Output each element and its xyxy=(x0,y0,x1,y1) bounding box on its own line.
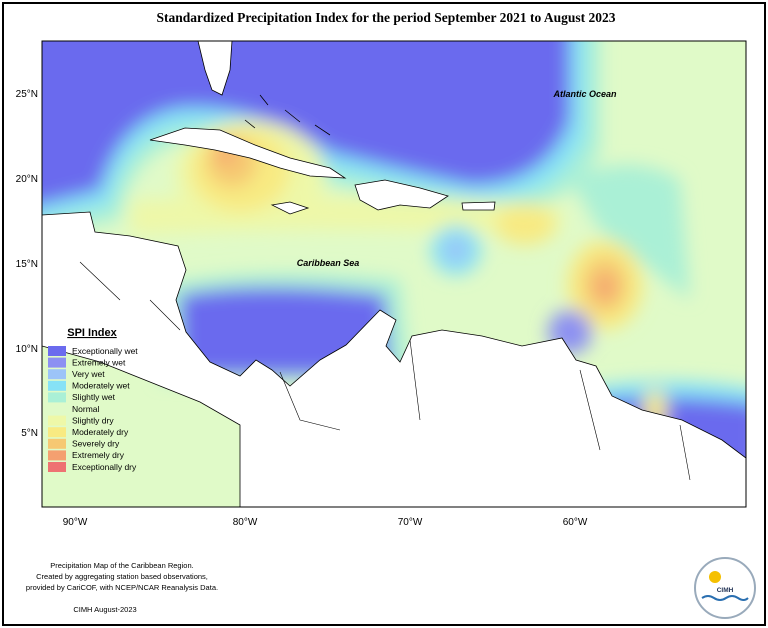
legend-label: Slightly dry xyxy=(72,415,114,425)
legend-swatch xyxy=(48,392,66,403)
mainland xyxy=(42,211,746,507)
place-label: Atlantic Ocean xyxy=(552,89,617,99)
lon-label: 70°W xyxy=(398,517,423,528)
legend-swatch xyxy=(48,404,66,414)
cuba xyxy=(149,127,347,179)
legend-swatch xyxy=(48,369,66,380)
lon-label: 80°W xyxy=(233,517,258,528)
lat-label: 25°N xyxy=(16,89,38,100)
legend-swatch xyxy=(48,380,66,391)
legend-label: Extremely wet xyxy=(72,357,126,367)
legend-swatch xyxy=(48,427,66,438)
logo: CIMH xyxy=(694,557,756,619)
legend-label: Exceptionally dry xyxy=(72,462,137,472)
footer-note: Created by aggregating station based obs… xyxy=(36,572,208,581)
field xyxy=(495,205,555,245)
lon-axis: 90°W 80°W 70°W 60°W xyxy=(63,517,588,528)
footer-credit: CIMH August-2023 xyxy=(73,605,136,614)
field xyxy=(42,41,570,205)
bahamas xyxy=(244,94,331,136)
legend-swatch xyxy=(48,346,66,356)
lon-label: 60°W xyxy=(563,517,588,528)
florida xyxy=(197,41,233,96)
legend-label: Severely dry xyxy=(72,439,120,449)
logo-sun xyxy=(709,571,721,583)
field xyxy=(443,237,469,263)
jamaica xyxy=(270,201,310,215)
lat-axis: 25°N 20°N 15°N 10°N 5°N xyxy=(16,89,38,439)
legend-label: Slightly wet xyxy=(72,392,116,402)
footer-note: Precipitation Map of the Caribbean Regio… xyxy=(50,561,193,570)
legend-label: Moderately dry xyxy=(72,427,129,437)
lat-label: 15°N xyxy=(16,259,38,270)
puerto-rico xyxy=(461,201,496,211)
logo-waves xyxy=(701,595,749,601)
logo-ring xyxy=(694,557,756,619)
lon-label: 90°W xyxy=(63,517,88,528)
legend-label: Very wet xyxy=(72,369,105,379)
borders xyxy=(79,261,691,481)
legend-swatch xyxy=(48,462,66,472)
legend-swatch xyxy=(48,415,66,426)
place-label: Caribbean Sea xyxy=(297,258,360,268)
legend-label: Normal xyxy=(72,404,100,414)
footer-note: provided by CariCOF, with NCEP/NCAR Rean… xyxy=(26,583,218,592)
legend-label: Exceptionally wet xyxy=(72,346,138,356)
legend-swatch xyxy=(48,357,66,368)
hispaniola xyxy=(354,179,449,211)
field xyxy=(595,275,615,299)
legend-title: SPI Index xyxy=(67,327,117,339)
legend-label: Extremely dry xyxy=(72,450,125,460)
map-border xyxy=(41,40,747,508)
map: Atlantic Ocean Caribbean Sea xyxy=(42,41,746,507)
logo-text: CIMH xyxy=(717,587,734,594)
field xyxy=(570,165,690,300)
footer: Precipitation Map of the Caribbean Regio… xyxy=(26,561,218,614)
legend-swatch xyxy=(48,450,66,461)
lat-label: 5°N xyxy=(21,428,38,439)
legend-swatch xyxy=(48,438,66,449)
legend-label: Moderately wet xyxy=(72,381,130,391)
lat-label: 20°N xyxy=(16,174,38,185)
lat-label: 10°N xyxy=(16,344,38,355)
map-title: Standardized Precipitation Index for the… xyxy=(156,10,615,25)
